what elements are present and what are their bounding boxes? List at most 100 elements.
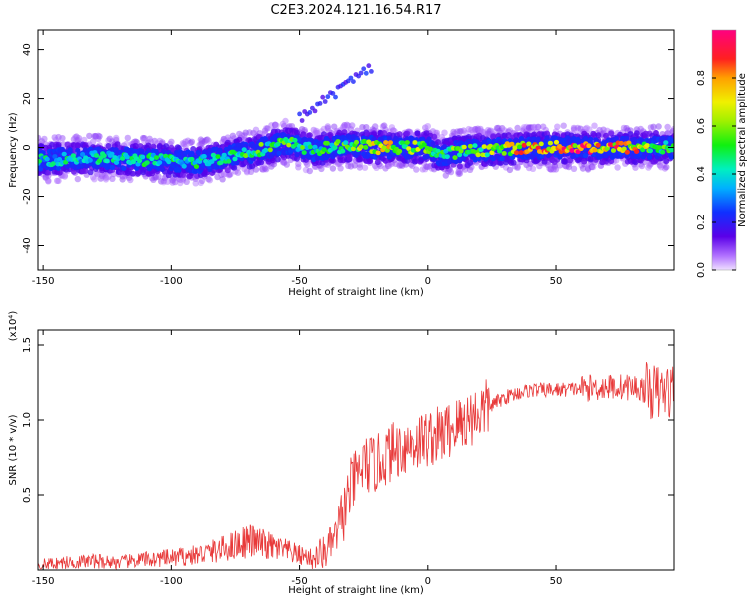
heatmap-ridge-cell <box>387 140 393 146</box>
heatmap-ridge-cell <box>595 142 601 148</box>
heatmap-ridge-cell <box>670 143 674 148</box>
heatmap-cell <box>386 135 392 142</box>
heatmap-ridge-cell <box>104 158 110 164</box>
heatmap-ridge-cell <box>181 163 187 169</box>
spectrogram-x-ticks: -150 -100 -50 0 50 <box>32 30 562 287</box>
heatmap-cell <box>396 131 403 138</box>
heatmap-cell <box>159 166 165 172</box>
heatmap-cell <box>430 140 436 146</box>
heatmap-cell <box>45 169 52 176</box>
heatmap-cell <box>188 138 196 145</box>
heatmap-cell <box>497 159 504 166</box>
heatmap-cell <box>109 175 116 182</box>
heatmap-cell <box>510 159 517 166</box>
heatmap-cell <box>91 176 98 183</box>
heatmap-cell <box>282 117 289 125</box>
heatmap-cell <box>109 164 115 170</box>
heatmap-cell <box>490 156 496 162</box>
heatmap-ridge-cell <box>489 150 495 156</box>
spectrogram-frame <box>37 29 675 271</box>
heatmap-cell <box>96 133 103 140</box>
heatmap-cell <box>306 167 313 175</box>
heatmap-ridge-cell <box>475 152 481 158</box>
heatmap-ridge-cell <box>660 149 666 155</box>
heatmap-cell <box>155 173 162 180</box>
heatmap-cell <box>224 167 231 174</box>
heatmap-cell <box>514 124 521 132</box>
heatmap-ridge-cell <box>640 147 646 153</box>
heatmap-ridge-cell <box>267 147 273 153</box>
heatmap-cell <box>183 178 190 185</box>
heatmap-ridge-cell <box>93 153 100 158</box>
heatmap-cell <box>231 164 238 171</box>
heatmap-cell <box>664 123 671 131</box>
heatmap-cell <box>145 142 152 149</box>
heatmap-cell <box>633 130 640 137</box>
heatmap-ridge-cell <box>343 140 349 146</box>
heatmap-cell <box>295 160 302 168</box>
heatmap-cell <box>529 165 537 172</box>
heatmap-ridge-cell <box>509 141 515 147</box>
heatmap-ridge-cell <box>286 142 292 148</box>
heatmap-ridge-cell <box>644 143 650 148</box>
heatmap-cell <box>81 136 88 144</box>
heatmap-cell <box>45 178 52 185</box>
heatmap-cell <box>55 177 62 185</box>
heatmap-ridge-cell <box>324 140 330 146</box>
heatmap-cell <box>236 136 243 143</box>
heatmap-ridge-cell <box>124 154 130 160</box>
y-tick-label: 0 <box>22 144 33 150</box>
heatmap-branch-cell <box>363 70 369 76</box>
colorbar-tick-label: 0.6 <box>696 118 707 134</box>
heatmap-cell <box>595 132 602 139</box>
heatmap-branch-cell <box>351 79 356 84</box>
heatmap-ridge-cell <box>61 151 67 157</box>
heatmap-ridge-cell <box>467 143 473 149</box>
heatmap-ridge-cell <box>412 140 418 145</box>
heatmap-cell <box>586 126 593 133</box>
heatmap-ridge-cell <box>518 150 524 156</box>
heatmap-branch-cell <box>325 94 331 100</box>
heatmap-cell <box>363 124 370 131</box>
heatmap-ridge-cell <box>50 161 57 167</box>
heatmap-ridge-cell <box>209 159 215 164</box>
heatmap-ridge-cell <box>384 148 390 153</box>
heatmap-ridge-cell <box>137 158 143 164</box>
heatmap-cell <box>514 164 521 171</box>
heatmap-ridge-cell <box>461 144 467 150</box>
heatmap-ridge-cell <box>657 145 663 151</box>
heatmap-cell <box>190 146 197 152</box>
heatmap-cell <box>349 122 356 129</box>
heatmap-cell <box>556 162 564 169</box>
heatmap-cell <box>346 155 353 162</box>
heatmap-branch-cell <box>330 91 336 96</box>
heatmap-cell <box>127 176 134 184</box>
heatmap-cell <box>105 143 112 149</box>
heatmap-cell <box>70 168 77 175</box>
heatmap-cell <box>655 123 662 130</box>
heatmap-ridge-cell <box>457 152 463 158</box>
heatmap-cell <box>74 142 81 149</box>
heatmap-ridge-cell <box>120 156 126 161</box>
spectrogram-x-axis-label: Height of straight line (km) <box>288 287 424 298</box>
heatmap-cell <box>381 130 388 136</box>
heatmap-ridge-cell <box>149 156 155 162</box>
snr-line-layer <box>38 361 674 570</box>
heatmap-cell <box>506 166 514 174</box>
heatmap-ridge-cell <box>109 151 115 157</box>
heatmap-cell <box>518 136 525 142</box>
heatmap-branch-cell <box>299 118 305 123</box>
heatmap-cell <box>179 172 186 178</box>
heatmap-cell <box>447 168 455 176</box>
snr-y-ticks: 0.51.01.5 <box>22 337 674 503</box>
heatmap-ridge-cell <box>575 149 581 155</box>
heatmap-cell <box>75 135 83 142</box>
x-tick-label: -100 <box>160 276 183 287</box>
heatmap-ridge-cell <box>404 140 410 145</box>
snr-multiplier-label: (x10⁴) <box>8 311 19 342</box>
heatmap-cell <box>663 163 670 171</box>
heatmap-branch-cell <box>320 94 326 100</box>
y-tick-label: -20 <box>22 188 33 204</box>
heatmap-cell <box>219 176 226 183</box>
heatmap-cell <box>304 161 311 168</box>
